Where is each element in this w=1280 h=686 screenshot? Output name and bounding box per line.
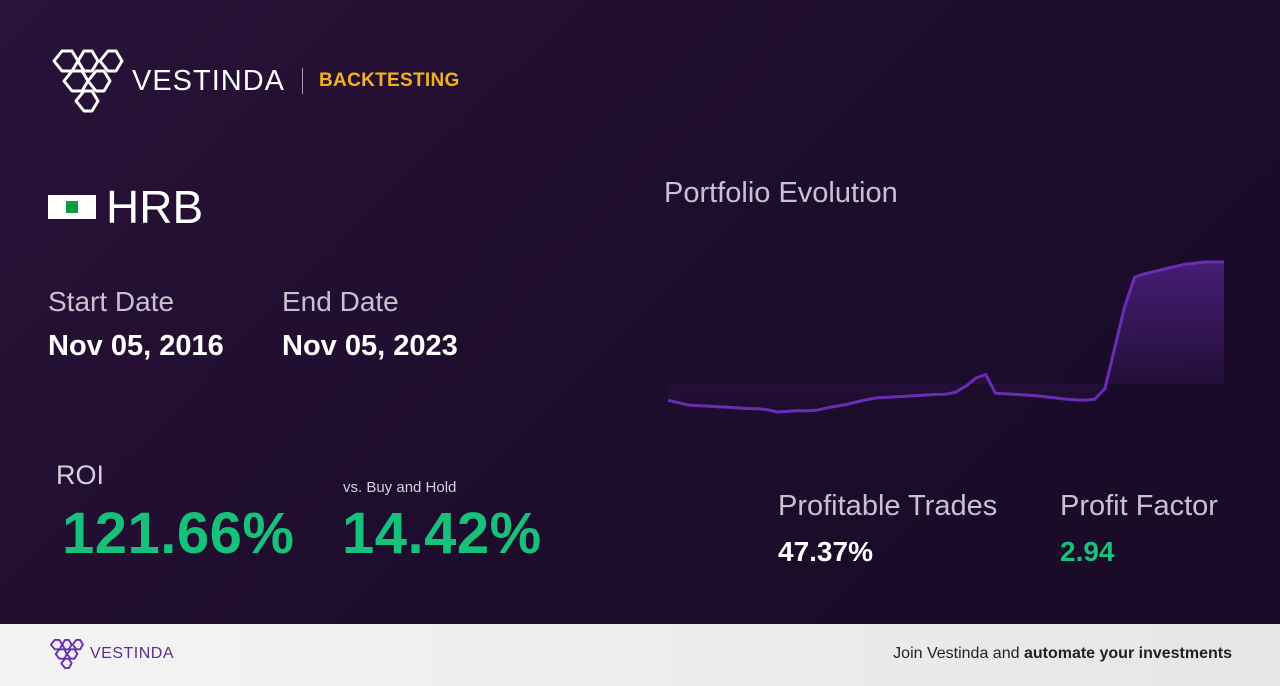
footer-logo[interactable]: VESTINDA — [48, 638, 174, 670]
footer-cta-text: Join Vestinda and — [893, 645, 1024, 662]
brand-name: VESTINDA — [132, 64, 286, 97]
flag-emblem — [66, 201, 78, 213]
profitable-trades-value: 47.37% — [778, 536, 873, 567]
ticker-symbol: HRB — [106, 181, 204, 233]
roi-value: 121.66% — [62, 501, 295, 566]
vs-buy-hold-label: vs. Buy and Hold — [343, 479, 457, 496]
header-divider — [302, 68, 304, 94]
end-date-value: Nov 05, 2023 — [282, 330, 458, 362]
chart-area — [668, 262, 1224, 412]
footer: VESTINDA Join Vestinda and automate your… — [0, 624, 1280, 686]
start-date-label: Start Date — [48, 286, 175, 317]
vestinda-logo-icon — [52, 49, 124, 113]
vs-buy-hold-value: 14.42% — [342, 501, 542, 566]
header: VESTINDA BACKTESTING — [48, 46, 460, 116]
start-date-value: Nov 05, 2016 — [48, 330, 224, 362]
portfolio-chart — [667, 260, 1224, 414]
chart-title: Portfolio Evolution — [664, 177, 898, 209]
end-date-label: End Date — [282, 286, 399, 317]
footer-cta[interactable]: Join Vestinda and automate your investme… — [893, 645, 1232, 663]
footer-brand: VESTINDA — [90, 645, 175, 662]
profit-factor-label: Profit Factor — [1060, 490, 1218, 522]
section-title: BACKTESTING — [319, 70, 460, 91]
flag-icon — [48, 195, 96, 219]
chart-series-line — [667, 260, 1224, 414]
backtest-card: VESTINDA BACKTESTING HRB Start Date Nov … — [0, 0, 1280, 624]
profit-factor-value: 2.94 — [1060, 536, 1115, 567]
vestinda-logo-icon — [50, 638, 84, 670]
ticker-row: HRB — [48, 180, 203, 234]
footer-cta-bold: automate your investments — [1023, 645, 1232, 662]
profitable-trades-label: Profitable Trades — [778, 490, 998, 522]
roi-label: ROI — [56, 460, 105, 490]
